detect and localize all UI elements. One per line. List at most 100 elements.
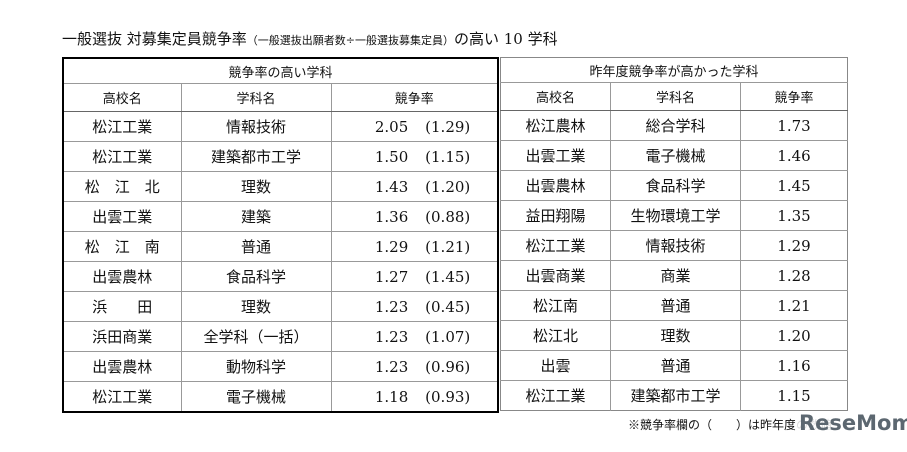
rate-cell: 1.45 bbox=[740, 170, 848, 201]
header-cell: 学科名 bbox=[180, 83, 331, 112]
rate-value: 1.27 bbox=[374, 267, 409, 286]
school-cell: 松 江 南 bbox=[63, 231, 181, 262]
header-cell: 競争率 bbox=[740, 82, 848, 111]
table-row: 松江北 理数 1.20 bbox=[500, 320, 848, 351]
rate-cell: 1.21 bbox=[740, 290, 848, 321]
department-cell: 生物環境工学 bbox=[610, 200, 741, 231]
department-cell: 理数 bbox=[610, 320, 741, 351]
previous-rate: (1.07) bbox=[425, 327, 471, 346]
department-cell: 食品科学 bbox=[610, 170, 741, 201]
logo: ReseMom bbox=[795, 411, 907, 435]
rate-value: 1.73 bbox=[777, 116, 811, 135]
rate-cell: 1.23 (0.96) bbox=[330, 351, 499, 382]
table-row: 松江工業 建築都市工学 1.50 (1.15) bbox=[63, 141, 499, 172]
rate-value: 1.28 bbox=[777, 266, 811, 285]
school-cell: 浜 田 bbox=[63, 291, 181, 322]
department-cell: 総合学科 bbox=[610, 110, 741, 141]
rate-value: 1.45 bbox=[777, 176, 811, 195]
title: 一般選抜 対募集定員競争率（一般選抜出願者数÷一般選抜募集定員）の高い 10 学… bbox=[62, 28, 558, 49]
school-cell: 松江農林 bbox=[500, 110, 611, 141]
department-cell: 情報技術 bbox=[180, 111, 331, 142]
previous-rate: (0.96) bbox=[425, 357, 471, 376]
previous-rate: (1.15) bbox=[425, 147, 471, 166]
table-row: 出雲農林 食品科学 1.45 bbox=[500, 170, 848, 201]
department-cell: 電子機械 bbox=[610, 140, 741, 171]
header-row: 高校名 学科名 競争率 bbox=[500, 82, 848, 111]
caption-row: 昨年度競争率が高かった学科 bbox=[501, 58, 848, 83]
department-cell: 電子機械 bbox=[180, 381, 331, 412]
department-cell: 理数 bbox=[180, 291, 331, 322]
table-row: 出雲工業 建築 1.36 (0.88) bbox=[63, 201, 499, 232]
rate-cell: 1.35 bbox=[740, 200, 848, 231]
rate-cell: 1.23 (0.45) bbox=[330, 291, 499, 322]
school-cell: 出雲商業 bbox=[500, 260, 611, 291]
department-cell: 食品科学 bbox=[180, 261, 331, 292]
rate-value: 1.15 bbox=[777, 386, 811, 405]
header-cell: 高校名 bbox=[63, 83, 181, 112]
rate-cell: 1.29 bbox=[740, 230, 848, 261]
rate-cell: 1.16 bbox=[740, 350, 848, 381]
rate-value: 1.29 bbox=[777, 236, 811, 255]
rate-cell: 1.50 (1.15) bbox=[330, 141, 499, 172]
table-row: 松江南 普通 1.21 bbox=[500, 290, 848, 321]
school-cell: 出雲農林 bbox=[63, 261, 181, 292]
rate-cell: 1.73 bbox=[740, 110, 848, 141]
rate-value: 1.21 bbox=[777, 296, 811, 315]
department-cell: 普通 bbox=[180, 231, 331, 262]
school-cell: 松江工業 bbox=[63, 111, 181, 142]
school-cell: 出雲農林 bbox=[500, 170, 611, 201]
department-cell: 建築 bbox=[180, 201, 331, 232]
school-cell: 出雲工業 bbox=[500, 140, 611, 171]
rate-value: 1.29 bbox=[374, 237, 409, 256]
rate-cell: 1.23 (1.07) bbox=[330, 321, 499, 352]
left-table: 競争率の高い学科 高校名 学科名 競争率 松江工業 情報技術 2.05 (1.29) 松江工業建… bbox=[62, 57, 500, 413]
header-cell: 高校名 bbox=[500, 82, 611, 111]
right-table: 昨年度競争率が高かった学科 高校名 学科名 競争率 松江農林 総合学科 1.73 出雲工業 電子… bbox=[500, 57, 848, 411]
table-row: 松江工業 電子機械 1.18 (0.93) bbox=[63, 381, 499, 412]
school-cell: 出雲工業 bbox=[63, 201, 181, 232]
caption-row: 競争率の高い学科 bbox=[63, 58, 498, 84]
table-caption: 競争率の高い学科 bbox=[228, 65, 333, 81]
rate-value: 1.43 bbox=[374, 177, 409, 196]
previous-rate: (1.21) bbox=[425, 237, 471, 256]
department-cell: 商業 bbox=[610, 260, 741, 291]
rate-value: 1.16 bbox=[777, 356, 811, 375]
title-suffix: の高い 10 学科 bbox=[454, 30, 558, 48]
rate-value: 2.05 bbox=[374, 117, 409, 136]
department-cell: 情報技術 bbox=[610, 230, 741, 261]
previous-rate: (0.88) bbox=[425, 207, 471, 226]
school-cell: 松江工業 bbox=[63, 381, 181, 412]
previous-rate: (1.45) bbox=[425, 267, 471, 286]
department-cell: 理数 bbox=[180, 171, 331, 202]
footnote: ※競争率欄の（ ）は昨年度の数値 bbox=[628, 418, 833, 432]
school-cell: 益田翔陽 bbox=[500, 200, 611, 231]
rate-value: 1.35 bbox=[777, 206, 811, 225]
department-cell: 全学科（一括） bbox=[180, 321, 331, 352]
previous-rate: (0.93) bbox=[425, 387, 471, 406]
school-cell: 松江工業 bbox=[63, 141, 181, 172]
rate-cell: 1.28 bbox=[740, 260, 848, 291]
school-cell: 出雲農林 bbox=[63, 351, 181, 382]
school-cell: 松江工業 bbox=[500, 380, 611, 411]
table-row: 松 江 南普通 1.29 (1.21) bbox=[63, 231, 499, 262]
department-cell: 建築都市工学 bbox=[610, 380, 741, 411]
header-cell: 学科名 bbox=[610, 82, 741, 111]
rate-cell: 1.36 (0.88) bbox=[330, 201, 499, 232]
rate-value: 1.46 bbox=[777, 146, 811, 165]
school-cell: 出雲 bbox=[500, 350, 611, 381]
table-row: 出雲工業 電子機械 1.46 bbox=[500, 140, 848, 171]
rate-value: 1.23 bbox=[374, 357, 409, 376]
table-row: 益田翔陽 生物環境工学 1.35 bbox=[500, 200, 848, 231]
department-cell: 動物科学 bbox=[180, 351, 331, 382]
table-row: 出雲 普通 1.16 bbox=[500, 350, 848, 381]
table-row: 松江工業 情報技術 1.29 bbox=[500, 230, 848, 261]
school-cell: 松江工業 bbox=[500, 230, 611, 261]
school-cell: 松江南 bbox=[500, 290, 611, 321]
school-cell: 浜田商業 bbox=[63, 321, 181, 352]
table-row: 松江工業 建築都市工学 1.15 bbox=[500, 380, 848, 411]
school-cell: 松江北 bbox=[500, 320, 611, 351]
table-row: 出雲農林 食品科学 1.27 (1.45) bbox=[63, 261, 499, 292]
rate-value: 1.23 bbox=[374, 327, 409, 346]
header-cell: 競争率 bbox=[330, 83, 499, 112]
